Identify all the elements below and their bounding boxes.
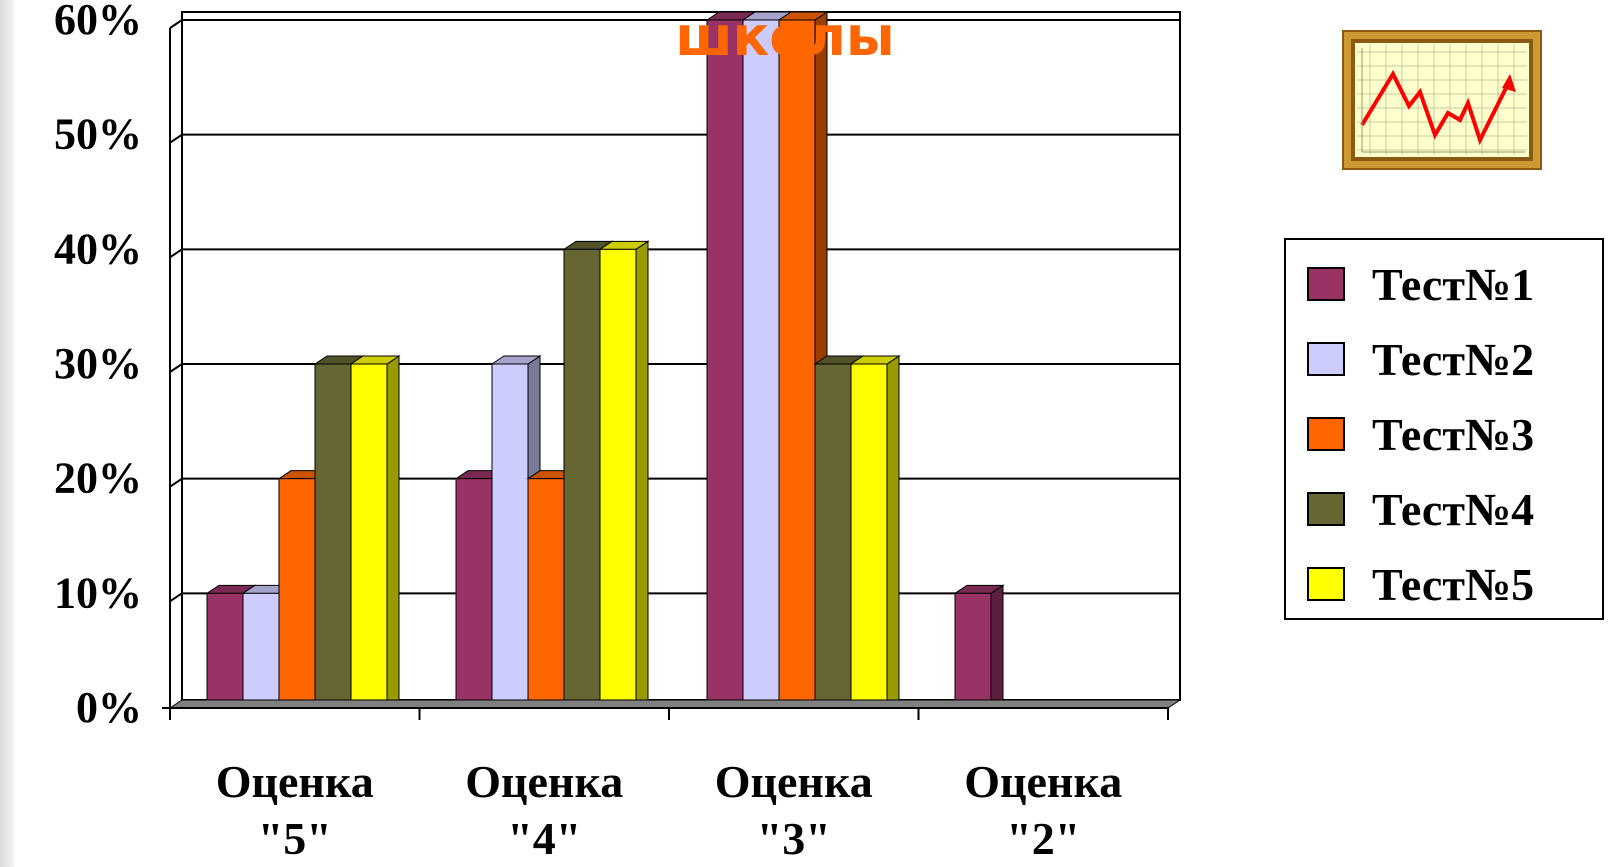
svg-text:Оценка: Оценка — [216, 756, 374, 807]
y-tick-label: 40% — [54, 224, 142, 273]
x-category-label: Оценка "3" — [715, 756, 873, 864]
legend-item: Тест№2 — [1307, 334, 1534, 385]
legend-swatch — [1307, 492, 1345, 526]
legend-item: Тест№5 — [1307, 559, 1534, 610]
chart-floor — [168, 699, 1182, 709]
legend-item: Тест№4 — [1307, 484, 1534, 535]
legend-swatch — [1307, 417, 1345, 451]
y-tick-label: 20% — [54, 454, 142, 503]
y-axis-ticks: 0% 10% 20% 30% 40% 50% 60% — [54, 0, 142, 732]
legend-label: Тест№5 — [1372, 559, 1534, 610]
legend-label: Тест№3 — [1372, 409, 1534, 460]
x-category-label: Оценка "2" — [964, 756, 1122, 864]
y-tick-label: 50% — [54, 110, 142, 159]
bar — [953, 584, 1005, 709]
legend-swatch — [1307, 342, 1345, 376]
x-axis-labels: Оценка "5" Оценка "4" Оценка "3" Оценка "2" — [216, 756, 1123, 864]
bar — [849, 355, 901, 709]
x-category-label: Оценка "4" — [465, 756, 623, 864]
y-tick-label: 30% — [54, 339, 142, 388]
svg-text:Оценка: Оценка — [715, 756, 873, 807]
legend-label: Тест№4 — [1372, 484, 1534, 535]
legend-swatch — [1307, 267, 1345, 301]
svg-text:"3": "3" — [757, 813, 831, 864]
left-edge-strip — [0, 0, 14, 867]
legend-label: Тест№1 — [1372, 259, 1534, 310]
y-tick-label: 60% — [54, 0, 142, 44]
svg-text:Оценка: Оценка — [964, 756, 1122, 807]
legend-item: Тест№1 — [1307, 259, 1534, 310]
y-tick-label: 10% — [54, 568, 142, 617]
chart-title: школы — [675, 5, 894, 68]
bar — [598, 240, 650, 709]
line-chart-icon — [1342, 30, 1542, 170]
svg-text:"5": "5" — [258, 813, 332, 864]
svg-text:Оценка: Оценка — [465, 756, 623, 807]
y-tick-label: 0% — [76, 683, 142, 732]
legend: Тест№1 Тест№2 Тест№3 Тест№4 Тест№5 — [1284, 238, 1604, 620]
bar — [349, 355, 401, 709]
x-category-label: Оценка "5" — [216, 756, 374, 864]
svg-text:"4": "4" — [507, 813, 581, 864]
legend-item: Тест№3 — [1307, 409, 1534, 460]
legend-label: Тест№2 — [1372, 334, 1534, 385]
legend-swatch — [1307, 567, 1345, 601]
axes — [162, 12, 1182, 720]
svg-text:"2": "2" — [1006, 813, 1080, 864]
